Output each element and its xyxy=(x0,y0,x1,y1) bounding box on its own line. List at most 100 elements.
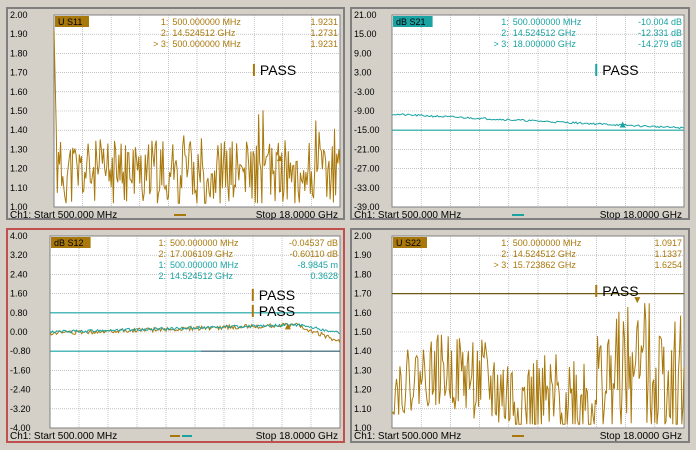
y-tick-label: 1.70 xyxy=(10,68,28,78)
marker-2-icon[interactable] xyxy=(619,121,626,128)
y-tick-label: 1.40 xyxy=(10,125,28,135)
trace-label: U S22 xyxy=(396,238,421,248)
y-tick-label: 1.80 xyxy=(10,48,28,58)
y-tick-label: -3.20 xyxy=(10,404,31,414)
marker-2-icon[interactable] xyxy=(276,155,283,162)
chart-s22: 2.00 1.90 1.80 1.70 1.60 1.50 1.40 1.30 1.20 1.10… xyxy=(354,231,685,442)
y-tick-label: 9.00 xyxy=(354,48,372,58)
pass-label: PASS xyxy=(260,62,296,78)
y-tick-label: -2.40 xyxy=(10,385,31,395)
y-tick-label: 2.40 xyxy=(10,269,28,279)
chart-s11: 2.00 1.90 1.80 1.70 1.60 1.50 1.40 1.30 1.20 1.10… xyxy=(10,10,341,221)
marker-frequency: 500.000000 MHz xyxy=(172,39,241,49)
footer-stop: Stop 18.0000 GHz xyxy=(600,210,682,221)
y-tick-label: 1.90 xyxy=(354,250,372,260)
y-tick-label: 1.60 xyxy=(354,308,372,318)
footer-stop: Stop 18.0000 GHz xyxy=(256,210,338,221)
y-tick-label: -9.00 xyxy=(354,106,375,116)
panel-s22[interactable]: 2.00 1.90 1.80 1.70 1.60 1.50 1.40 1.30 1.20 1.10… xyxy=(350,228,690,443)
marker-value: -14.279 dB xyxy=(638,39,682,49)
footer-start: Ch1: Start 500.000 MHz xyxy=(10,210,117,221)
marker-value: -0.60110 dB xyxy=(290,249,338,259)
trace-s12-b xyxy=(49,323,341,335)
marker-frequency: 18.000000 GHz xyxy=(513,39,577,49)
y-tick-label: 1.30 xyxy=(354,365,372,375)
marker-2-icon[interactable] xyxy=(284,323,291,330)
marker-value: 0.3628 xyxy=(310,271,338,281)
y-tick-label: 1.00 xyxy=(10,202,28,212)
y-tick-label: -4.00 xyxy=(10,423,31,433)
y-tick-label: 4.00 xyxy=(10,231,28,241)
y-tick-label: 1.20 xyxy=(354,385,372,395)
marker-id: > 3: xyxy=(494,260,509,270)
panel-s11[interactable]: 2.00 1.90 1.80 1.70 1.60 1.50 1.40 1.30 1.20 1.10… xyxy=(6,7,345,221)
y-tick-label: 1.60 xyxy=(10,289,28,299)
marker-id: 2: xyxy=(158,249,166,259)
trace-s21 xyxy=(391,113,685,130)
marker-frequency: 14.524512 GHz xyxy=(170,271,234,281)
y-tick-label: -1.60 xyxy=(10,365,31,375)
marker-3-icon[interactable] xyxy=(634,297,641,304)
pass-label: PASS xyxy=(602,62,638,78)
marker-frequency: 14.524512 GHz xyxy=(172,28,236,38)
pass-label: PASS xyxy=(259,287,295,303)
panel-s21[interactable]: 21.00 15.00 9.00 3.00 -3.00 -9.00 -15.00 -21.00… xyxy=(350,7,690,221)
footer-start: Ch1: Start 500.000 MHz xyxy=(354,210,461,221)
trace-label-box[interactable] xyxy=(393,237,427,248)
trace-label: U S11 xyxy=(58,17,82,27)
y-tick-label: 21.00 xyxy=(354,10,377,20)
y-tick-label: 1.00 xyxy=(354,423,372,433)
y-tick-label: 1.80 xyxy=(354,269,372,279)
marker-id: 2: xyxy=(501,249,509,259)
y-tick-label: 1.40 xyxy=(354,346,372,356)
y-tick-label: -33.00 xyxy=(354,183,380,193)
marker-value: -8.9845 m xyxy=(297,260,338,270)
marker-value: 1.2731 xyxy=(310,28,338,38)
y-tick-label: 0.00 xyxy=(10,327,28,337)
panel-s12[interactable]: 4.00 3.20 2.40 1.60 0.80 0.00 -0.80 -1.60 -2.40 -… xyxy=(6,228,345,443)
y-tick-label: 15.00 xyxy=(354,29,377,39)
marker-id: > 3: xyxy=(494,39,509,49)
marker-value: -12.331 dB xyxy=(638,28,682,38)
trace-label-box[interactable] xyxy=(51,237,91,248)
y-tick-label: 2.00 xyxy=(354,231,372,241)
marker-id: 1: xyxy=(501,17,509,27)
y-tick-label: -3.00 xyxy=(354,87,375,97)
marker-id: 2: xyxy=(158,271,166,281)
y-tick-label: -21.00 xyxy=(354,144,380,154)
marker-frequency: 500.000000 MHz xyxy=(170,260,239,270)
footer-start: Ch1: Start 500.000 MHz xyxy=(10,431,117,442)
trace-label-box[interactable] xyxy=(393,16,433,27)
marker-id: 2: xyxy=(161,28,169,38)
y-tick-label: 1.90 xyxy=(10,29,28,39)
marker-id: 1: xyxy=(158,260,166,270)
y-tick-label: -0.80 xyxy=(10,346,31,356)
marker-frequency: 14.524512 GHz xyxy=(513,249,577,259)
marker-id: 2: xyxy=(501,28,509,38)
pass-label: PASS xyxy=(259,303,295,319)
trace-s11 xyxy=(53,30,341,204)
trace-label: dB S21 xyxy=(396,17,426,27)
marker-value: 1.9231 xyxy=(310,17,338,27)
marker-frequency: 17.006109 GHz xyxy=(170,249,234,259)
marker-frequency: 500.000000 MHz xyxy=(513,17,582,27)
y-tick-label: 0.80 xyxy=(10,308,28,318)
trace-s22 xyxy=(391,303,685,425)
y-tick-label: 1.10 xyxy=(10,183,28,193)
y-tick-label: -39.00 xyxy=(354,202,380,212)
chart-s21: 21.00 15.00 9.00 3.00 -3.00 -9.00 -15.00 -21.00… xyxy=(354,10,685,221)
footer-start: Ch1: Start 500.000 MHz xyxy=(354,431,461,442)
y-tick-label: 1.60 xyxy=(10,87,28,97)
pass-label: PASS xyxy=(602,283,638,299)
marker-id: 1: xyxy=(501,238,509,248)
chart-s12: 4.00 3.20 2.40 1.60 0.80 0.00 -0.80 -1.60 -2.40 -… xyxy=(10,231,341,442)
marker-value: -0.04537 dB xyxy=(289,238,338,248)
footer-stop: Stop 18.0000 GHz xyxy=(256,431,338,442)
trace-label-box[interactable] xyxy=(55,16,89,27)
y-tick-label: -27.00 xyxy=(354,164,380,174)
marker-id: > 3: xyxy=(153,39,168,49)
marker-frequency: 500.000000 MHz xyxy=(170,238,239,248)
trace-label: dB S12 xyxy=(54,238,84,248)
marker-value: 1.1337 xyxy=(654,249,682,259)
